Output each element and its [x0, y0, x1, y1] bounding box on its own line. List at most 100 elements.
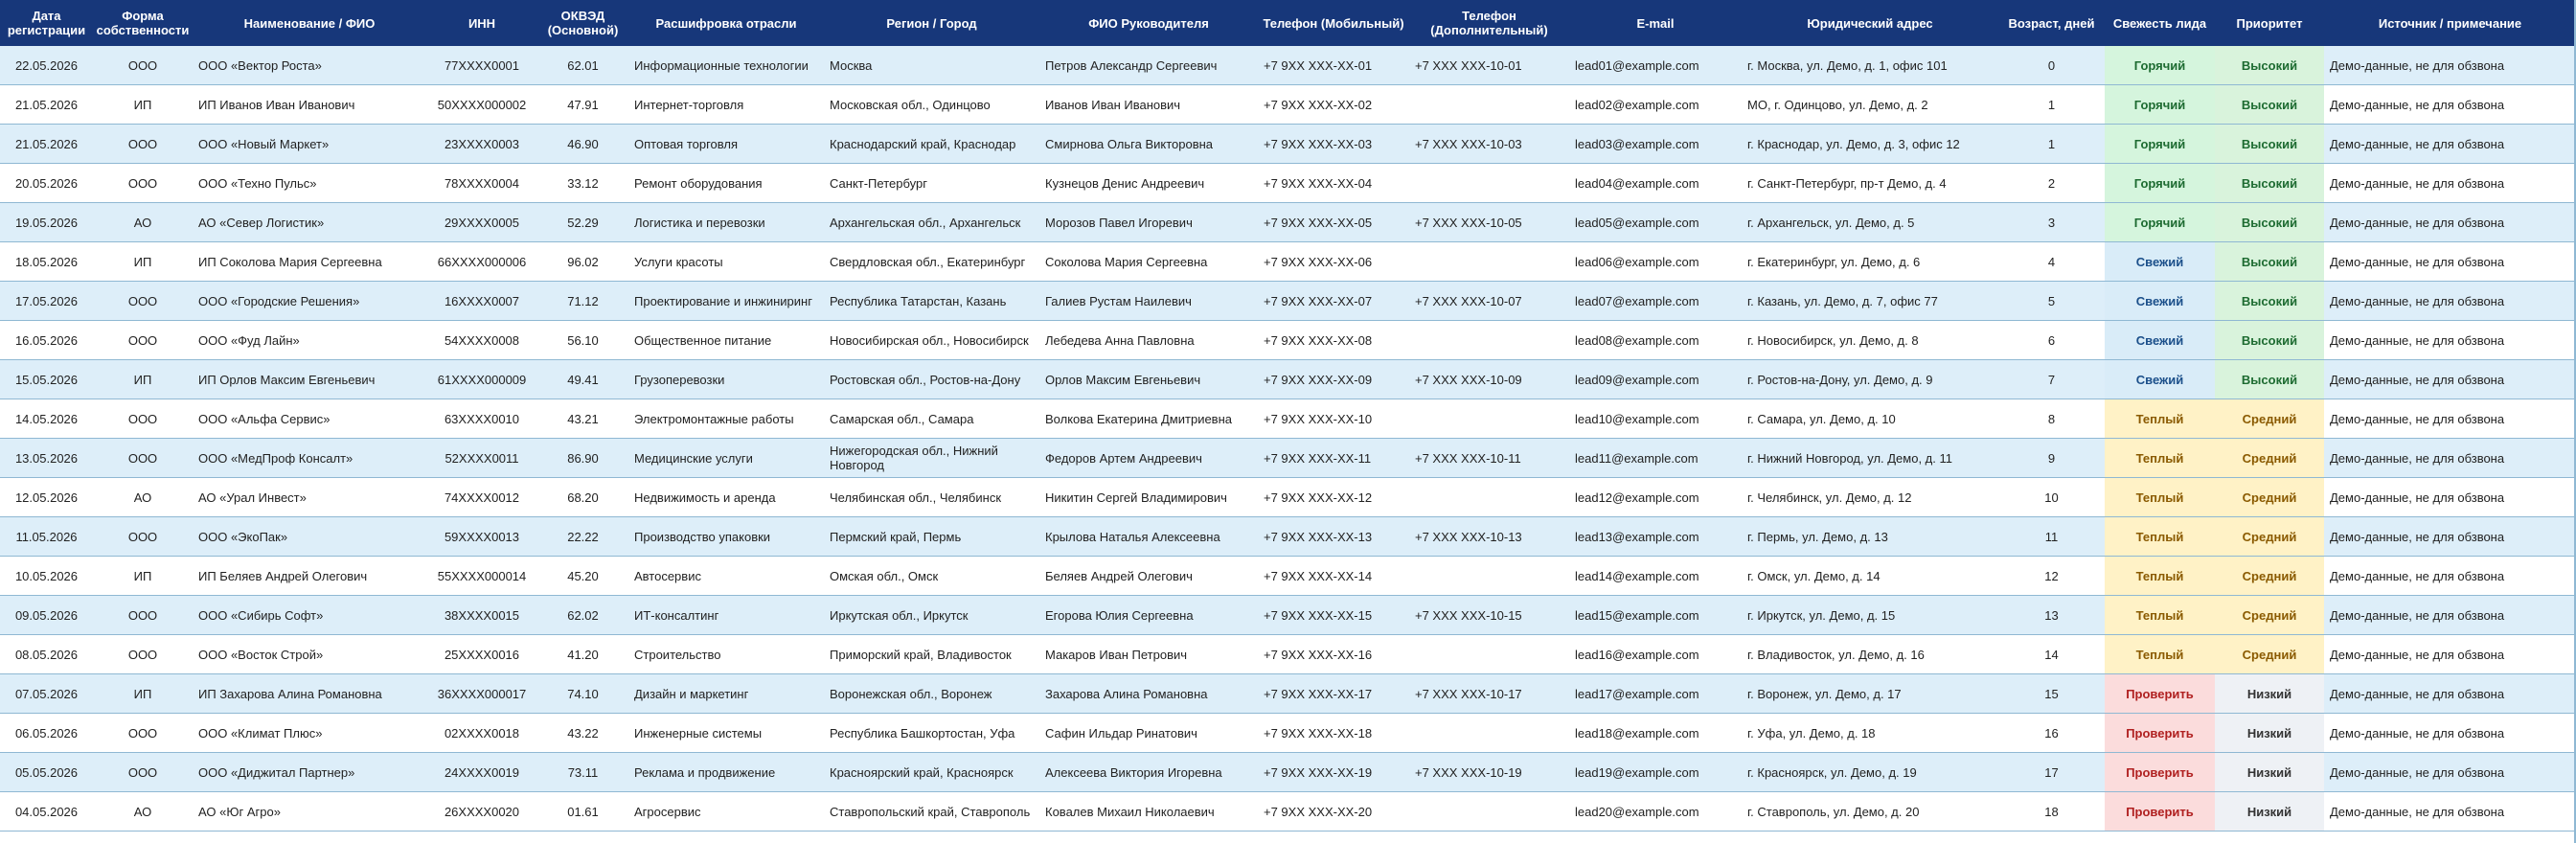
cell-inn[interactable]: 50XXXX000002 — [437, 97, 527, 112]
cell-director[interactable]: Смирнова Ольга Викторовна — [1045, 136, 1214, 151]
cell-inn[interactable]: 54XXXX0008 — [444, 332, 520, 348]
cell-lead-freshness[interactable]: Свежий — [2105, 242, 2215, 281]
cell-priority[interactable]: Низкий — [2215, 714, 2324, 752]
cell-legal-address[interactable]: г. Нижний Новгород, ул. Демо, д. 11 — [1747, 450, 1952, 466]
column-header-director[interactable]: ФИО Руководителя — [1088, 15, 1209, 31]
cell-industry[interactable]: Информационные технологии — [634, 57, 809, 73]
table-row[interactable]: 05.05.2026 ООО ООО «Диджитал Партнер» 24XXX… — [0, 753, 2576, 792]
cell-okved[interactable]: 43.21 — [567, 411, 599, 426]
cell-ownership[interactable]: ООО — [127, 332, 158, 348]
cell-region[interactable]: Новосибирская обл., Новосибирск — [830, 332, 1029, 348]
table-row[interactable]: 15.05.2026 ИП ИП Орлов Максим Евгеньевич 61… — [0, 360, 2576, 399]
cell-company-name[interactable]: ООО «Техно Пульс» — [198, 175, 317, 191]
cell-industry[interactable]: Медицинские услуги — [634, 450, 753, 466]
cell-reg-date[interactable]: 05.05.2026 — [14, 764, 79, 780]
cell-phone-extra[interactable]: +7 XXX XXX-10-09 — [1415, 372, 1522, 387]
cell-phone-mobile[interactable]: +7 9XX XXX-XX-14 — [1264, 568, 1373, 583]
cell-region[interactable]: Приморский край, Владивосток — [830, 647, 1012, 662]
cell-priority[interactable]: Высокий — [2215, 203, 2324, 241]
cell-ownership[interactable]: ООО — [127, 175, 158, 191]
table-row[interactable]: 16.05.2026 ООО ООО «Фуд Лайн» 54XXXX0008 56.… — [0, 321, 2576, 360]
cell-director[interactable]: Галиев Рустам Наилевич — [1045, 293, 1192, 308]
cell-okved[interactable]: 49.41 — [567, 372, 599, 387]
cell-region[interactable]: Иркутская обл., Иркутск — [830, 607, 969, 623]
cell-ownership[interactable]: ИП — [133, 372, 152, 387]
cell-okved[interactable]: 52.29 — [567, 215, 599, 230]
cell-okved[interactable]: 01.61 — [567, 804, 599, 819]
cell-inn[interactable]: 02XXXX0018 — [444, 725, 520, 740]
cell-age-days[interactable]: 1 — [2047, 136, 2056, 151]
cell-reg-date[interactable]: 04.05.2026 — [14, 804, 79, 819]
cell-industry[interactable]: ИТ-консалтинг — [634, 607, 719, 623]
cell-director[interactable]: Волкова Екатерина Дмитриевна — [1045, 411, 1232, 426]
table-row[interactable]: 17.05.2026 ООО ООО «Городские Решения» 16XX… — [0, 282, 2576, 321]
column-header-region[interactable]: Регион / Город — [886, 15, 977, 31]
cell-director[interactable]: Кузнецов Денис Андреевич — [1045, 175, 1205, 191]
cell-email[interactable]: lead01@example.com — [1575, 57, 1699, 73]
cell-region[interactable]: Республика Башкортостан, Уфа — [830, 725, 1015, 740]
cell-phone-mobile[interactable]: +7 9XX XXX-XX-16 — [1264, 647, 1373, 662]
cell-industry[interactable]: Строительство — [634, 647, 721, 662]
cell-okved[interactable]: 96.02 — [567, 254, 599, 269]
cell-region[interactable]: Санкт-Петербург — [830, 175, 927, 191]
cell-inn[interactable]: 66XXXX000006 — [437, 254, 527, 269]
cell-director[interactable]: Иванов Иван Иванович — [1045, 97, 1181, 112]
cell-ownership[interactable]: ООО — [127, 57, 158, 73]
cell-email[interactable]: lead04@example.com — [1575, 175, 1699, 191]
cell-legal-address[interactable]: г. Новосибирск, ул. Демо, д. 8 — [1747, 332, 1919, 348]
cell-company-name[interactable]: ООО «Новый Маркет» — [198, 136, 330, 151]
cell-age-days[interactable]: 15 — [2044, 686, 2059, 701]
cell-source-note[interactable]: Демо-данные, не для обзвона — [2330, 57, 2505, 73]
table-row[interactable]: 20.05.2026 ООО ООО «Техно Пульс» 78XXXX0004… — [0, 164, 2576, 203]
cell-email[interactable]: lead19@example.com — [1575, 764, 1699, 780]
cell-legal-address[interactable]: г. Омск, ул. Демо, д. 14 — [1747, 568, 1881, 583]
cell-okved[interactable]: 47.91 — [567, 97, 599, 112]
cell-inn[interactable]: 55XXXX000014 — [437, 568, 527, 583]
cell-industry[interactable]: Ремонт оборудования — [634, 175, 763, 191]
cell-region[interactable]: Воронежская обл., Воронеж — [830, 686, 992, 701]
cell-phone-mobile[interactable]: +7 9XX XXX-XX-11 — [1264, 450, 1372, 466]
cell-reg-date[interactable]: 20.05.2026 — [14, 175, 79, 191]
cell-priority[interactable]: Средний — [2215, 517, 2324, 556]
cell-phone-mobile[interactable]: +7 9XX XXX-XX-07 — [1264, 293, 1373, 308]
cell-company-name[interactable]: ИП Соколова Мария Сергеевна — [198, 254, 382, 269]
table-row[interactable]: 22.05.2026 ООО ООО «Вектор Роста» 77XXXX000… — [0, 46, 2576, 85]
cell-source-note[interactable]: Демо-данные, не для обзвона — [2330, 686, 2505, 701]
cell-age-days[interactable]: 11 — [2044, 529, 2059, 544]
cell-region[interactable]: Пермский край, Пермь — [830, 529, 962, 544]
cell-region[interactable]: Краснодарский край, Краснодар — [830, 136, 1016, 151]
cell-reg-date[interactable]: 09.05.2026 — [14, 607, 79, 623]
cell-age-days[interactable]: 0 — [2047, 57, 2056, 73]
cell-source-note[interactable]: Демо-данные, не для обзвона — [2330, 804, 2505, 819]
column-header-inn[interactable]: ИНН — [467, 15, 496, 31]
cell-okved[interactable]: 56.10 — [567, 332, 599, 348]
cell-phone-extra[interactable]: +7 XXX XXX-10-13 — [1415, 529, 1522, 544]
cell-phone-extra[interactable]: +7 XXX XXX-10-19 — [1415, 764, 1522, 780]
cell-industry[interactable]: Агросервис — [634, 804, 701, 819]
cell-lead-freshness[interactable]: Горячий — [2105, 203, 2215, 241]
cell-email[interactable]: lead06@example.com — [1575, 254, 1699, 269]
cell-industry[interactable]: Реклама и продвижение — [634, 764, 776, 780]
cell-reg-date[interactable]: 16.05.2026 — [14, 332, 79, 348]
table-row[interactable]: 10.05.2026 ИП ИП Беляев Андрей Олегович 55X… — [0, 557, 2576, 596]
cell-director[interactable]: Егорова Юлия Сергеевна — [1045, 607, 1194, 623]
cell-source-note[interactable]: Демо-данные, не для обзвона — [2330, 136, 2505, 151]
cell-source-note[interactable]: Демо-данные, не для обзвона — [2330, 450, 2505, 466]
cell-region[interactable]: Московская обл., Одинцово — [830, 97, 991, 112]
column-header-company-name[interactable]: Наименование / ФИО — [243, 15, 376, 31]
cell-legal-address[interactable]: г. Красноярск, ул. Демо, д. 19 — [1747, 764, 1917, 780]
table-row[interactable]: 06.05.2026 ООО ООО «Климат Плюс» 02XXXX0018… — [0, 714, 2576, 753]
cell-email[interactable]: lead13@example.com — [1575, 529, 1699, 544]
table-row[interactable]: 12.05.2026 АО АО «Урал Инвест» 74XXXX0012 68… — [0, 478, 2576, 517]
cell-ownership[interactable]: ООО — [127, 136, 158, 151]
cell-reg-date[interactable]: 17.05.2026 — [14, 293, 79, 308]
table-row[interactable]: 19.05.2026 АО АО «Север Логистик» 29XXXX000… — [0, 203, 2576, 242]
cell-phone-extra[interactable] — [1409, 792, 1569, 831]
cell-lead-freshness[interactable]: Теплый — [2105, 478, 2215, 516]
cell-email[interactable]: lead14@example.com — [1575, 568, 1699, 583]
cell-age-days[interactable]: 5 — [2047, 293, 2056, 308]
cell-company-name[interactable]: ООО «Климат Плюс» — [198, 725, 323, 740]
cell-phone-extra[interactable] — [1409, 242, 1569, 281]
cell-priority[interactable]: Высокий — [2215, 46, 2324, 84]
table-row[interactable]: 04.05.2026 АО АО «Юг Агро» 26XXXX0020 01.61 А… — [0, 792, 2576, 832]
